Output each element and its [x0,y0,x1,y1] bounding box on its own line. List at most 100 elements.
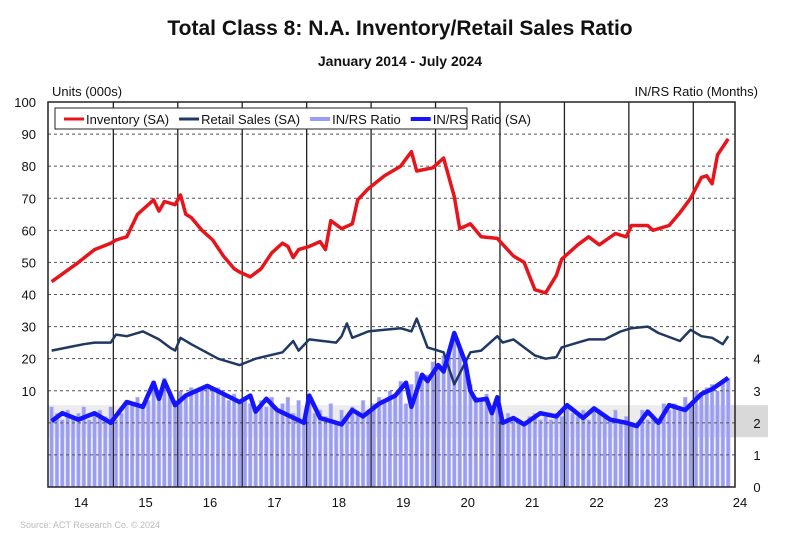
ratio-bar [709,384,715,488]
ratio-bar [167,390,172,488]
x-tick-label: 15 [138,495,152,510]
ratio-bar [366,409,371,488]
ratio-bar [86,419,92,488]
ratio-bar [634,425,640,488]
right-tick-label: 3 [753,384,760,399]
chart-subtitle: January 2014 - July 2024 [318,53,482,69]
x-axis-ticks: 14 15 16 17 18 19 20 21 22 23 24 [74,495,747,510]
ratio-bar [355,412,360,488]
ratio-bar [473,396,479,488]
ratio-bar [221,393,226,488]
ratio-bar [119,412,124,488]
ratio-bar [403,403,409,488]
legend-label: IN/RS Ratio [332,112,401,127]
ratio-bar [623,416,629,488]
line-series [50,137,730,429]
series-line-in-rs-ratio-sa [50,330,730,429]
left-tick-label: 40 [22,288,36,303]
ratio-bar [441,355,446,488]
ratio-bar [178,390,183,488]
ratio-bar [183,393,189,488]
ratio-bar [65,409,70,488]
ratio-bar [666,409,672,488]
ratio-bar [538,419,543,488]
ratio-bar [376,396,382,488]
ratio-bar [505,412,511,488]
x-tick-label: 22 [589,495,603,510]
ratio-bar [521,425,527,488]
chart-title: Total Class 8: N.A. Inventory/Retail Sal… [167,17,632,40]
series-line-retail-sales-sa [51,317,730,386]
ratio-bar [398,380,403,488]
ratio-bar [382,400,387,488]
ratio-bar [559,416,564,488]
bar-series [49,339,731,488]
ratio-bar [602,416,607,488]
ratio-bar [328,403,334,488]
right-tick-label: 4 [753,352,760,367]
ratio-bar [312,412,317,488]
ratio-bar [253,409,258,488]
ratio-bar [113,419,119,488]
x-tick-label: 18 [332,495,346,510]
x-tick-label: 24 [733,495,747,510]
ratio-bar [215,387,221,488]
ratio-bar [205,384,210,488]
x-tick-label: 17 [267,495,281,510]
ratio-bar [140,406,146,488]
ratio-bar [258,400,264,488]
ratio-bar [452,339,457,488]
ratio-bar [269,396,274,488]
right-tick-label: 0 [753,480,760,495]
legend-item: Inventory (SA) [64,112,169,127]
ratio-bar [210,390,215,488]
ratio-bar [285,396,291,488]
ratio-bar [124,400,129,488]
ratio-bar [291,412,296,488]
legend-label: Inventory (SA) [86,112,169,127]
ratio-bar [54,412,60,488]
ratio-bar [656,422,661,488]
ratio-bar [146,400,151,488]
ratio-bar [151,380,156,488]
left-tick-label: 10 [22,384,36,399]
ratio-bar [242,396,248,488]
ratio-bar [527,416,532,488]
ratio-bar [693,390,699,488]
x-tick-label: 21 [525,495,539,510]
legend-item: IN/RS Ratio (SA) [410,112,531,127]
x-tick-label: 20 [461,495,475,510]
ratio-bar [554,412,559,488]
ratio-bar [726,377,731,488]
ratio-bar [237,403,242,488]
ratio-bar [393,393,398,488]
legend-box [54,107,468,130]
legend-item: IN/RS Ratio [310,112,401,127]
ratio-bar [350,406,355,488]
left-tick-label: 70 [22,191,36,206]
ratio-bar [548,419,554,488]
right-axis-ticks: 4 3 2 1 0 [753,352,760,495]
ratio-bar [650,416,656,488]
legend-label: IN/RS Ratio (SA) [433,112,531,127]
left-tick-label: 100 [14,95,36,110]
ratio-bar [715,390,720,488]
ratio-bar [199,387,205,488]
ratio-bar [189,387,194,488]
ratio-bar [274,409,280,488]
ratio-bar [129,403,135,488]
left-tick-label: 20 [22,352,36,367]
x-tick-label: 14 [74,495,88,510]
ratio-bar [672,403,677,488]
ratio-bar [317,409,323,488]
ratio-bar [70,416,76,488]
ratio-bar [586,419,591,488]
legend: Inventory (SA) Retail Sales (SA) IN/RS Rat… [54,107,531,130]
ratio-bar [323,416,328,488]
x-tick-label: 23 [654,495,668,510]
ratio-bar [597,412,602,488]
ratio-bar [581,409,586,488]
left-tick-label: 60 [22,223,36,238]
plot-frame [47,101,736,488]
